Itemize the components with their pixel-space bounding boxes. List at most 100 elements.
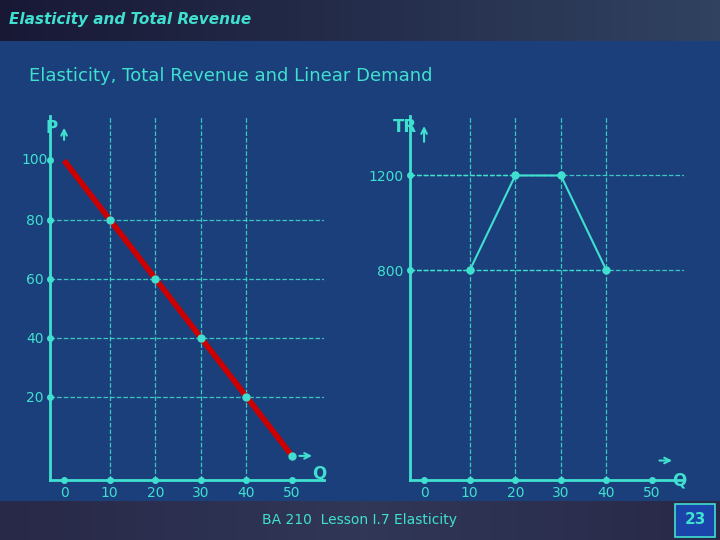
Bar [151,501,158,540]
Bar [281,501,288,540]
Bar [353,501,360,540]
Bar [583,0,590,40]
Bar [634,0,641,40]
Bar [706,0,713,40]
Bar [562,0,569,40]
Bar [511,0,518,40]
Text: 23: 23 [685,512,706,527]
Bar [36,0,43,40]
Bar [655,501,662,540]
Bar [425,0,432,40]
Bar [144,501,151,540]
Bar [317,0,324,40]
Bar [288,501,295,540]
Bar [648,501,655,540]
Bar [0,0,7,40]
Bar [367,501,374,540]
Text: Q: Q [672,472,687,490]
Bar [497,0,504,40]
Bar [598,0,605,40]
Bar [713,0,720,40]
Bar [367,0,374,40]
Bar [238,501,245,540]
Bar [461,501,468,540]
Bar [252,0,259,40]
Bar [511,501,518,540]
Bar [216,501,223,540]
Bar [245,501,252,540]
Bar [590,0,598,40]
Bar [540,0,547,40]
Bar [533,0,540,40]
Bar [180,501,187,540]
Bar [403,0,410,40]
Bar [137,0,144,40]
Bar [418,501,425,540]
Bar [194,501,202,540]
Bar [533,501,540,540]
Bar [158,501,166,540]
Bar [209,501,216,540]
Bar [605,0,612,40]
Bar [360,501,367,540]
Bar [130,0,137,40]
Bar [490,0,497,40]
Bar [554,0,562,40]
Bar [691,501,698,540]
Bar [389,0,396,40]
Bar [468,501,475,540]
Bar [540,501,547,540]
Bar [576,0,583,40]
Bar [475,501,482,540]
Bar [446,0,454,40]
Bar [238,0,245,40]
Text: Elasticity and Total Revenue: Elasticity and Total Revenue [9,12,251,27]
Bar [626,501,634,540]
Bar [50,0,58,40]
Bar [482,501,490,540]
Bar [274,0,281,40]
Bar [382,501,389,540]
Bar [173,0,180,40]
Bar [324,501,331,540]
Bar [43,501,50,540]
Bar [0,501,7,540]
Bar [576,501,583,540]
Bar [382,0,389,40]
Bar [634,501,641,540]
Bar [259,0,266,40]
Bar [137,501,144,540]
Bar [504,501,511,540]
Bar [94,501,101,540]
Bar [108,501,115,540]
Bar [79,0,86,40]
Bar [518,0,526,40]
Bar [468,0,475,40]
Bar [475,0,482,40]
Bar [698,501,706,540]
Bar [691,0,698,40]
Bar [662,501,670,540]
Bar [29,0,36,40]
Bar [14,501,22,540]
Bar [675,504,715,537]
Bar [648,0,655,40]
Bar [403,501,410,540]
Bar [353,0,360,40]
Bar [22,501,29,540]
Bar [504,0,511,40]
Bar [518,501,526,540]
Bar [396,501,403,540]
Bar [108,0,115,40]
Bar [281,0,288,40]
Bar [7,501,14,540]
Bar [122,0,130,40]
Bar [446,501,454,540]
Bar [526,0,533,40]
Bar [677,0,684,40]
Bar [684,501,691,540]
Bar [58,501,65,540]
Bar [101,0,108,40]
Bar [562,501,569,540]
Bar [252,501,259,540]
